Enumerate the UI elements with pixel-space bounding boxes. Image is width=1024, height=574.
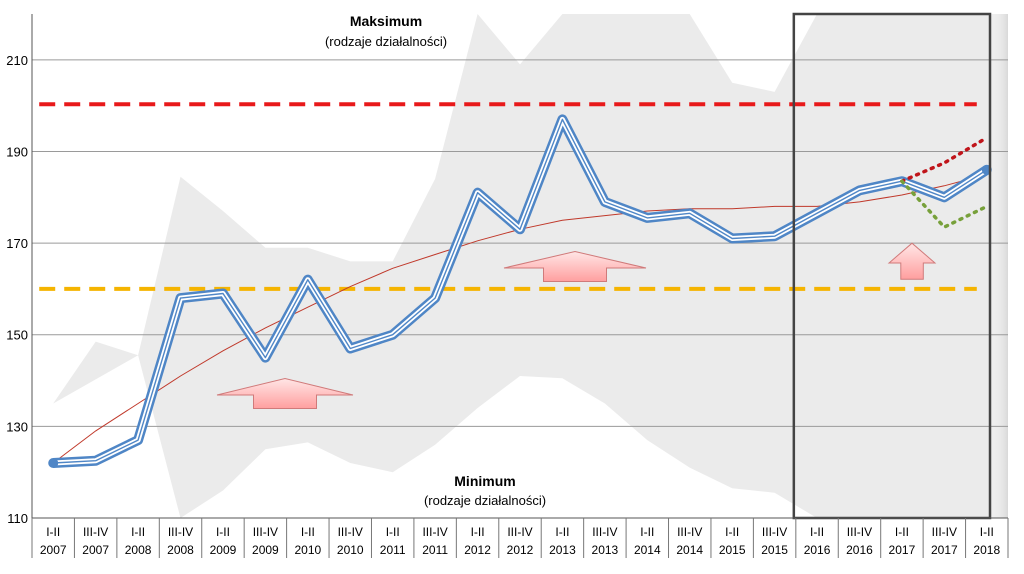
x-tick-label: I-II: [980, 525, 994, 539]
x-tick-label: I-II: [216, 525, 230, 539]
x-tick-label: I-II: [895, 525, 909, 539]
x-tick-label: III-IV: [762, 525, 787, 539]
max-subtitle: (rodzaje działalności): [325, 34, 447, 49]
x-tick-label: I-II: [301, 525, 315, 539]
min-subtitle: (rodzaje działalności): [424, 493, 546, 508]
x-tick-label: 2011: [380, 543, 406, 557]
y-tick-label: 210: [6, 53, 28, 68]
x-tick-label: 2017: [931, 543, 958, 557]
y-tick-label: 110: [7, 511, 28, 526]
min-title: Minimum: [454, 473, 515, 489]
x-tick-label: III-IV: [932, 525, 957, 539]
x-tick-label: 2009: [252, 543, 279, 557]
x-tick-label: III-IV: [422, 525, 447, 539]
arrows: [216, 242, 937, 409]
x-tick-label: 2016: [846, 543, 873, 557]
forecast-down-line: [900, 179, 989, 230]
x-tick-label: 2014: [634, 543, 661, 557]
x-tick-label: 2015: [761, 543, 788, 557]
forecast-up-line: [900, 135, 989, 183]
y-tick-label: 150: [6, 328, 28, 343]
x-tick-label: 2008: [167, 543, 194, 557]
main-start-point: [48, 458, 59, 469]
max-title: Maksimum: [350, 13, 422, 29]
x-tick-label: I-II: [386, 525, 400, 539]
forecast-lines: [900, 135, 989, 230]
x-tick-label: III-IV: [83, 525, 108, 539]
x-tick-label: I-II: [131, 525, 145, 539]
x-tick-label: 2015: [719, 543, 746, 557]
x-tick-label: 2014: [676, 543, 703, 557]
x-tick-label: I-II: [46, 525, 60, 539]
x-tick-label: I-II: [640, 525, 654, 539]
x-tick-label: III-IV: [507, 525, 532, 539]
reference-lines: [39, 102, 977, 291]
arrow-2: [503, 250, 647, 282]
x-tick-label: 2012: [464, 543, 491, 557]
x-tick-label: III-IV: [253, 525, 278, 539]
x-tick-label: I-II: [555, 525, 569, 539]
main-line-core: [53, 118, 988, 464]
arrow-1: [216, 377, 354, 409]
x-tick-label: III-IV: [847, 525, 872, 539]
band-edge-shade: [988, 14, 1008, 518]
x-tick-label: 2013: [549, 543, 576, 557]
y-tick-label: 190: [6, 144, 28, 159]
x-tick-label: 2017: [889, 543, 916, 557]
x-tick-label: III-IV: [677, 525, 702, 539]
x-tick-label: 2010: [337, 543, 364, 557]
x-tick-label: I-II: [725, 525, 739, 539]
main-series: [48, 114, 992, 469]
x-tick-label: III-IV: [592, 525, 617, 539]
x-tick-label: III-IV: [168, 525, 193, 539]
x-tick-label: I-II: [471, 525, 485, 539]
x-tick-label: 2008: [125, 543, 152, 557]
x-tick-label: 2018: [973, 543, 1000, 557]
x-tick-label: 2016: [804, 543, 831, 557]
y-tick-label: 170: [6, 236, 28, 251]
arrow-3: [887, 242, 937, 280]
x-tick-label: III-IV: [338, 525, 363, 539]
x-tick-label: 2009: [210, 543, 237, 557]
x-tick-label: 2013: [592, 543, 619, 557]
x-tick-label: I-II: [810, 525, 824, 539]
x-tick-label: 2012: [507, 543, 534, 557]
x-tick-label: 2007: [40, 543, 67, 557]
x-tick-label: 2011: [422, 543, 448, 557]
y-tick-label: 130: [6, 419, 28, 434]
annotations: Maksimum (rodzaje działalności) Minimum …: [325, 13, 546, 508]
axes: 110 130 150 170 190 210 I-II 2007 III-IV 2007 I-II…: [6, 14, 1009, 558]
x-tick-label: 2010: [294, 543, 321, 557]
x-tick-label: 2007: [82, 543, 109, 557]
